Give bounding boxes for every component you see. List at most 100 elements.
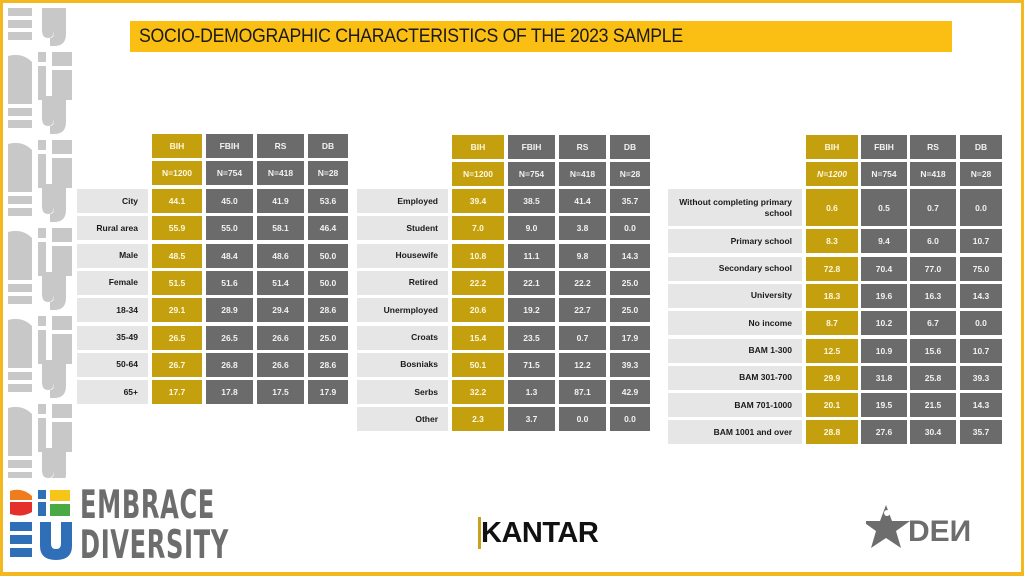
col-header-fbih: FBIH — [206, 134, 253, 158]
page-title: SOCIO-DEMOGRAPHIC CHARACTERISTICS OF THE… — [139, 25, 683, 47]
table-cell-fbih: 26.5 — [206, 325, 253, 350]
row-label: 18-34 — [77, 298, 148, 323]
table-cell-bih: 29.9 — [806, 365, 858, 390]
table-cell-fbih: 51.6 — [206, 270, 253, 295]
table-cell-db: 14.3 — [610, 243, 650, 268]
table-cell-rs: 51.4 — [257, 270, 304, 295]
table-cell-db: 17.9 — [610, 325, 650, 350]
table-cell-fbih: 45.0 — [206, 189, 253, 213]
row-label: Housewife — [357, 243, 448, 268]
table-cell-db: 25.0 — [610, 270, 650, 295]
table-cell-bih: 26.7 — [152, 352, 202, 377]
table-cell-fbih: 26.8 — [206, 352, 253, 377]
row-label: City — [77, 189, 148, 213]
table-cell-rs: 30.4 — [910, 420, 956, 445]
table-cell-fbih: 55.0 — [206, 216, 253, 241]
table-cell-rs: 17.5 — [257, 380, 304, 405]
col-header-fbih: FBIH — [861, 135, 907, 159]
table-cell-fbih: 10.2 — [861, 311, 907, 336]
row-label: Bosniaks — [357, 352, 448, 377]
table-cell-db: 35.7 — [610, 189, 650, 213]
table-cell-db: 53.6 — [308, 189, 348, 213]
table-cell-fbih: 23.5 — [508, 325, 555, 350]
row-label: Primary school — [668, 229, 802, 254]
table-cell-fbih: 0.5 — [861, 189, 907, 226]
table-cell-bih: 20.6 — [452, 298, 504, 323]
row-label: Croats — [357, 325, 448, 350]
sample-size-rs: N=418 — [257, 161, 304, 185]
table-cell-rs: 22.7 — [559, 298, 606, 323]
table-cell-fbih: 48.4 — [206, 243, 253, 268]
sample-size-rs: N=418 — [559, 162, 606, 186]
page-title-bar: SOCIO-DEMOGRAPHIC CHARACTERISTICS OF THE… — [130, 21, 952, 52]
table-cell-db: 14.3 — [960, 393, 1002, 418]
col-header-rs: RS — [559, 135, 606, 159]
row-label: BAM 701-1000 — [668, 393, 802, 418]
row-label: Other — [357, 407, 448, 432]
table-cell-fbih: 19.6 — [861, 283, 907, 308]
col-header-db: DB — [960, 135, 1002, 159]
sample-size-bih: N=1200 — [452, 162, 504, 186]
table-cell-db: 42.9 — [610, 380, 650, 405]
table-cell-db: 35.7 — [960, 420, 1002, 445]
table-cell-db: 39.3 — [610, 352, 650, 377]
embrace-diversity-text: EMBRACE DIVERSITY — [80, 486, 229, 566]
row-label: Unermployed — [357, 298, 448, 323]
table-cell-bih: 17.7 — [152, 380, 202, 405]
row-label: Employed — [357, 189, 448, 213]
table-cell-db: 14.3 — [960, 283, 1002, 308]
col-header-fbih: FBIH — [508, 135, 555, 159]
table-cell-db: 50.0 — [308, 243, 348, 268]
table-cell-fbih: 31.8 — [861, 365, 907, 390]
table-cell-db: 10.7 — [960, 338, 1002, 363]
sample-size-fbih: N=754 — [508, 162, 555, 186]
row-label: Serbs — [357, 380, 448, 405]
table-cell-rs: 48.6 — [257, 243, 304, 268]
table-cell-rs: 9.8 — [559, 243, 606, 268]
table-cell-fbih: 28.9 — [206, 298, 253, 323]
table-cell-rs: 22.2 — [559, 270, 606, 295]
row-label: Retired — [357, 270, 448, 295]
sample-size-fbih: N=754 — [861, 162, 907, 186]
table-cell-fbih: 3.7 — [508, 407, 555, 432]
table-cell-fbih: 71.5 — [508, 352, 555, 377]
table-cell-bih: 48.5 — [152, 243, 202, 268]
table-cell-rs: 15.6 — [910, 338, 956, 363]
col-header-bih: BIH — [452, 135, 504, 159]
table-cell-bih: 15.4 — [452, 325, 504, 350]
table-cell-bih: 18.3 — [806, 283, 858, 308]
table-cell-rs: 6.0 — [910, 229, 956, 254]
kantar-logo: KANTAR — [478, 517, 599, 550]
table-cell-bih: 55.9 — [152, 216, 202, 241]
table-cell-bih: 26.5 — [152, 325, 202, 350]
table-cell-fbih: 22.1 — [508, 270, 555, 295]
table-cell-bih: 2.3 — [452, 407, 504, 432]
table-cell-db: 10.7 — [960, 229, 1002, 254]
table-cell-bih: 7.0 — [452, 216, 504, 241]
row-label: 35-49 — [77, 325, 148, 350]
table-cell-bih: 8.3 — [806, 229, 858, 254]
table-cell-fbih: 70.4 — [861, 256, 907, 281]
sample-size-bih: N=1200 — [152, 161, 202, 185]
table-cell-fbih: 1.3 — [508, 380, 555, 405]
table-cell-fbih: 10.9 — [861, 338, 907, 363]
table-cell-bih: 29.1 — [152, 298, 202, 323]
table-cell-rs: 0.7 — [559, 325, 606, 350]
diversity-word: DIVERSITY — [80, 523, 229, 568]
sample-size-db: N=28 — [610, 162, 650, 186]
row-label: Rural area — [77, 216, 148, 241]
row-label: Secondary school — [668, 256, 802, 281]
table-cell-bih: 28.8 — [806, 420, 858, 445]
sample-size-rs: N=418 — [910, 162, 956, 186]
col-header-bih: BIH — [806, 135, 858, 159]
table-cell-rs: 26.6 — [257, 352, 304, 377]
table-cell-bih: 0.6 — [806, 189, 858, 226]
table-cell-rs: 0.7 — [910, 189, 956, 226]
table-cell-bih: 10.8 — [452, 243, 504, 268]
table-cell-db: 0.0 — [960, 189, 1002, 226]
table-cell-rs: 41.4 — [559, 189, 606, 213]
table-cell-fbih: 11.1 — [508, 243, 555, 268]
table-cell-bih: 22.2 — [452, 270, 504, 295]
col-header-bih: BIH — [152, 134, 202, 158]
